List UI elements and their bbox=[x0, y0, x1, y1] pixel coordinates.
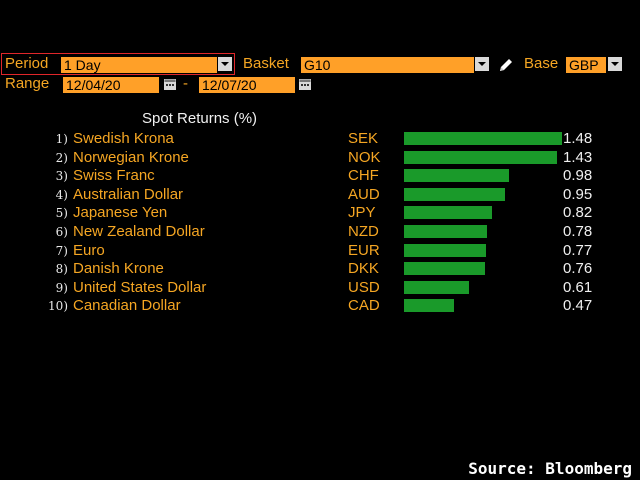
currency-name: Japanese Yen bbox=[73, 204, 168, 222]
currency-code: EUR bbox=[348, 241, 380, 259]
currency-code: NZD bbox=[348, 223, 379, 240]
row-rank: 4) bbox=[55, 187, 68, 202]
basket-label: Basket bbox=[243, 55, 289, 72]
currency-name: Danish Krone bbox=[73, 260, 164, 278]
currency-code: SEK bbox=[348, 130, 379, 147]
table-row[interactable]: 8) Danish Krone DKK 0.76 bbox=[0, 260, 640, 278]
calendar-icon[interactable] bbox=[299, 78, 311, 90]
return-bar bbox=[404, 187, 505, 201]
currency-name: New Zealand Dollar bbox=[73, 223, 205, 240]
currency-name: Swedish Krona bbox=[73, 130, 174, 147]
range-separator: - bbox=[183, 75, 188, 92]
basket-dropdown[interactable]: G10 bbox=[301, 57, 474, 73]
return-bar bbox=[404, 262, 485, 276]
table-row[interactable]: 2) Norwegian Krone NOK 1.43 bbox=[0, 149, 640, 167]
base-label: Base bbox=[524, 55, 559, 72]
range-start-field[interactable]: 12/04/20 bbox=[63, 77, 159, 93]
return-value: 0.98 bbox=[563, 167, 593, 185]
row-rank: 2) bbox=[55, 150, 68, 165]
period-chevron-down-icon[interactable] bbox=[218, 57, 232, 71]
table-row[interactable]: 6) New Zealand Dollar NZD 0.78 bbox=[0, 223, 640, 241]
currency-code: DKK bbox=[348, 260, 379, 278]
table-row[interactable]: 3) Swiss Franc CHF 0.98 bbox=[0, 167, 640, 185]
return-bar bbox=[404, 280, 469, 294]
table-row[interactable]: 1) Swedish Krona SEK 1.48 bbox=[0, 130, 640, 148]
return-value: 0.78 bbox=[563, 223, 593, 240]
return-bar bbox=[404, 243, 486, 257]
currency-name: Australian Dollar bbox=[73, 185, 184, 203]
row-rank: 5) bbox=[55, 206, 68, 221]
row-rank: 6) bbox=[55, 225, 68, 239]
return-value: 0.95 bbox=[563, 185, 593, 203]
currency-name: Canadian Dollar bbox=[73, 297, 181, 315]
table-row[interactable]: 4) Australian Dollar AUD 0.95 bbox=[0, 186, 640, 204]
table-row[interactable]: 10) Canadian Dollar CAD 0.47 bbox=[0, 297, 640, 315]
base-chevron-down-icon[interactable] bbox=[608, 57, 622, 71]
row-rank: 8) bbox=[55, 262, 68, 277]
currency-name: Swiss Franc bbox=[73, 167, 155, 185]
return-value: 0.47 bbox=[563, 297, 593, 315]
currency-name: Euro bbox=[73, 241, 105, 259]
currency-name: United States Dollar bbox=[73, 278, 207, 296]
return-value: 0.82 bbox=[563, 204, 593, 222]
return-bar bbox=[404, 132, 562, 145]
return-bar bbox=[404, 206, 492, 220]
currency-code: JPY bbox=[348, 204, 376, 222]
base-dropdown[interactable]: GBP bbox=[566, 57, 606, 73]
return-value: 1.48 bbox=[563, 130, 593, 147]
chart-title: Spot Returns (%) bbox=[142, 110, 258, 127]
row-rank: 7) bbox=[55, 243, 68, 258]
currency-code: NOK bbox=[348, 148, 381, 166]
return-bar bbox=[404, 225, 487, 238]
return-value: 1.43 bbox=[563, 148, 593, 166]
period-dropdown[interactable]: 1 Day bbox=[61, 57, 217, 73]
range-label: Range bbox=[5, 75, 50, 92]
return-value: 0.61 bbox=[563, 278, 593, 296]
return-value: 0.77 bbox=[563, 241, 593, 259]
period-highlight-box bbox=[1, 53, 235, 75]
currency-code: AUD bbox=[348, 185, 380, 203]
row-rank: 10) bbox=[48, 299, 68, 314]
source-credit: Source: Bloomberg bbox=[468, 459, 632, 478]
pencil-icon[interactable] bbox=[498, 57, 514, 73]
return-value: 0.76 bbox=[563, 260, 593, 278]
row-rank: 9) bbox=[55, 280, 68, 295]
range-end-field[interactable]: 12/07/20 bbox=[199, 77, 295, 93]
currency-code: CAD bbox=[348, 297, 380, 315]
table-row[interactable]: 7) Euro EUR 0.77 bbox=[0, 242, 640, 260]
basket-chevron-down-icon[interactable] bbox=[475, 57, 489, 71]
calendar-icon[interactable] bbox=[164, 78, 176, 90]
table-row[interactable]: 9) United States Dollar USD 0.61 bbox=[0, 279, 640, 297]
currency-name: Norwegian Krone bbox=[73, 148, 189, 166]
row-rank: 3) bbox=[55, 169, 68, 184]
period-label: Period bbox=[5, 55, 49, 72]
currency-code: USD bbox=[348, 278, 380, 296]
return-bar bbox=[404, 299, 454, 313]
currency-code: CHF bbox=[348, 167, 379, 185]
return-bar bbox=[404, 169, 509, 183]
table-row[interactable]: 5) Japanese Yen JPY 0.82 bbox=[0, 204, 640, 222]
row-rank: 1) bbox=[55, 132, 68, 146]
return-bar bbox=[404, 150, 557, 164]
